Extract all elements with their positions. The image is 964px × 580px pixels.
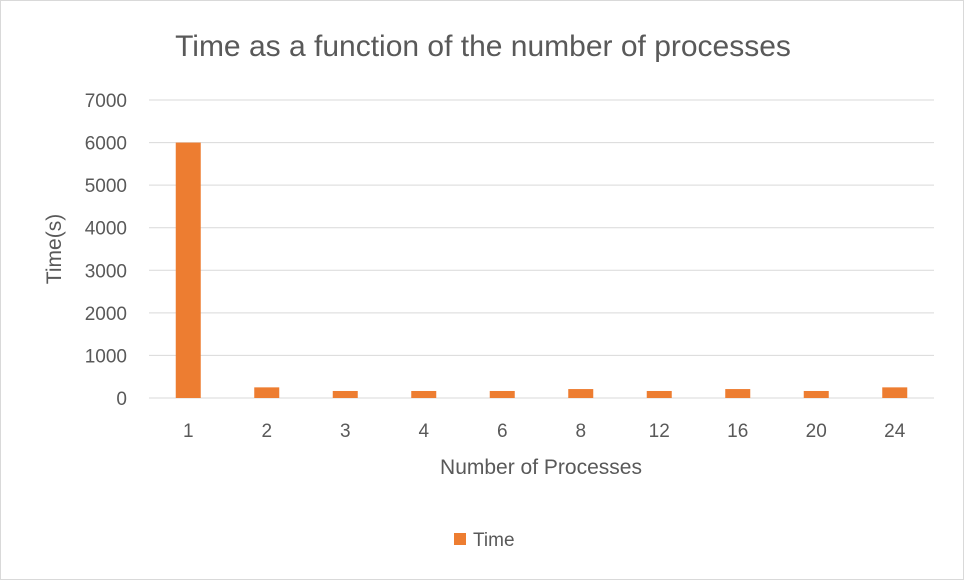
bar-2	[254, 387, 280, 398]
x-tick-label: 8	[575, 421, 586, 442]
x-axis-title: Number of Processes	[440, 456, 642, 479]
bars	[175, 142, 908, 398]
y-tick-label: 7000	[85, 91, 127, 112]
bar-3	[332, 390, 358, 398]
bar-16	[725, 389, 751, 398]
y-tick-label: 0	[116, 389, 127, 410]
y-axis-title: Time(s)	[43, 214, 66, 284]
legend-label: Time	[473, 530, 515, 551]
bar-8	[568, 389, 594, 398]
bar-4	[411, 390, 437, 398]
x-tick-label: 4	[418, 421, 429, 442]
bar-12	[646, 390, 672, 398]
x-tick-label: 20	[806, 421, 827, 442]
x-axis-ticks: 1 2 3 4 6 8 12 16 20 24	[183, 421, 906, 442]
x-tick-label: 2	[261, 421, 272, 442]
bar-1	[175, 142, 201, 398]
bar-24	[882, 387, 908, 398]
x-tick-label: 1	[183, 421, 194, 442]
bar-6	[489, 390, 515, 398]
y-tick-label: 6000	[85, 134, 127, 155]
x-tick-label: 12	[649, 421, 670, 442]
chart-title: Time as a function of the number of proc…	[175, 30, 791, 63]
y-tick-label: 1000	[85, 346, 127, 367]
y-tick-label: 5000	[85, 176, 127, 197]
x-tick-label: 16	[727, 421, 748, 442]
y-axis-ticks: 0 1000 2000 3000 4000 5000 6000 7000	[85, 91, 127, 410]
y-tick-label: 2000	[85, 304, 127, 325]
gridlines	[149, 99, 934, 399]
x-tick-label: 6	[497, 421, 508, 442]
bar-20	[803, 390, 829, 398]
legend-swatch	[454, 533, 466, 545]
x-tick-label: 24	[884, 421, 906, 442]
y-tick-label: 4000	[85, 219, 127, 240]
y-tick-label: 3000	[85, 261, 127, 282]
legend: Time	[454, 530, 515, 551]
x-tick-label: 3	[340, 421, 351, 442]
